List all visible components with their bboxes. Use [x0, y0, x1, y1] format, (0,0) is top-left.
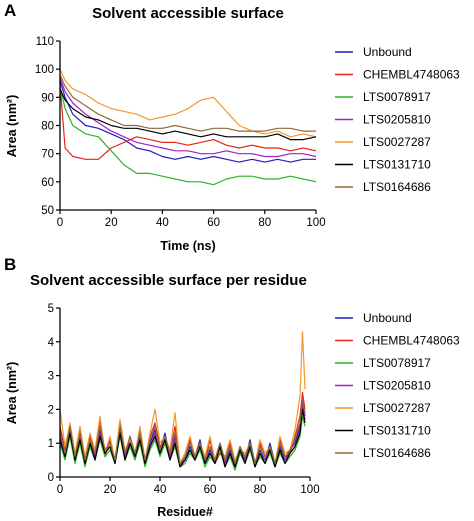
panel-b-letter: B — [4, 255, 16, 274]
panel-a-xtick-label-2: 40 — [156, 217, 169, 229]
panel-a-xtick-label-4: 80 — [258, 217, 271, 229]
panel-a-series-line-6 — [59, 74, 316, 132]
panel-b-series-line-6 — [59, 398, 306, 465]
panel-b-ytick-label-1: 1 — [48, 438, 54, 450]
panel-b-xtick-label-2: 40 — [154, 484, 167, 496]
panel-b-xtick-label-4: 80 — [254, 484, 267, 496]
panel-a-xlabel: Time (ns) — [160, 239, 215, 253]
panel-b: B Solvent accessible surface per residue… — [4, 255, 460, 519]
panel-a-ylabel: Area (nm²) — [5, 95, 19, 158]
panel-a-ytick-label-0: 50 — [41, 205, 54, 217]
panel-b-ticks: 0 20 40 60 80 100 0 1 2 3 4 5 — [48, 303, 320, 496]
panel-b-title: Solvent accessible surface per residue — [30, 272, 307, 289]
panel-b-legend-label-1: CHEMBL4748063 — [363, 334, 460, 348]
panel-a-ytick-label-6: 110 — [36, 36, 54, 48]
panel-a-ytick-label-4: 90 — [41, 92, 54, 104]
panel-a-series-line-5 — [59, 88, 317, 141]
panel-b-series-line-2 — [59, 415, 306, 471]
panel-a-lines — [59, 68, 317, 186]
panel-a-legend-label-6: LTS0164686 — [363, 180, 431, 194]
panel-a-ticks: 0 20 40 60 80 100 50 60 70 80 90 100 110 — [35, 36, 326, 229]
panel-a-ytick-label-2: 70 — [41, 149, 54, 161]
panel-b-ytick-label-5: 5 — [48, 303, 54, 315]
panel-b-ytick-label-4: 4 — [48, 337, 55, 349]
panel-b-legend-label-3: LTS0205810 — [363, 379, 431, 393]
panel-b-legend-label-2: LTS0078917 — [363, 356, 431, 370]
panel-a: A Solvent accessible surface Area (nm²) … — [4, 1, 460, 253]
panel-a-series-line-1 — [59, 83, 317, 160]
panel-b-axes — [59, 308, 310, 478]
panel-b-xlabel: Residue# — [157, 505, 213, 519]
panel-b-legend: Unbound CHEMBL4748063 LTS0078917 LTS0205810… — [335, 311, 460, 460]
panel-a-legend: Unbound CHEMBL4748063 LTS0078917 LTS0205810… — [335, 45, 460, 194]
panel-a-xtick-label-3: 60 — [207, 217, 220, 229]
panel-a-xtick-label-5: 100 — [306, 217, 325, 229]
panel-a-series-line-2 — [59, 85, 317, 186]
panel-b-xtick-label-3: 60 — [204, 484, 217, 496]
panel-a-ytick-label-5: 100 — [35, 64, 54, 76]
panel-b-legend-label-6: LTS0164686 — [363, 446, 431, 460]
panel-b-xtick-label-1: 20 — [104, 484, 117, 496]
panel-b-legend-label-0: Unbound — [363, 311, 412, 325]
panel-b-xtick-label-5: 100 — [300, 484, 319, 496]
panel-a-letter: A — [4, 1, 16, 20]
panel-a-xtick-label-0: 0 — [57, 217, 63, 229]
panel-a-legend-label-3: LTS0205810 — [363, 113, 431, 127]
panel-b-legend-label-5: LTS0131710 — [363, 424, 431, 438]
panel-b-series-line-5 — [59, 408, 306, 468]
panel-b-ytick-label-2: 2 — [48, 404, 54, 416]
panel-a-axes — [59, 41, 316, 211]
panel-a-xtick-label-1: 20 — [105, 217, 118, 229]
panel-a-legend-label-2: LTS0078917 — [363, 90, 431, 104]
panel-b-ylabel: Area (nm²) — [5, 362, 19, 425]
panel-a-series-line-0 — [59, 80, 316, 163]
panel-a-legend-label-5: LTS0131710 — [363, 158, 431, 172]
panel-a-legend-label-4: LTS0027287 — [363, 135, 431, 149]
panel-a-ytick-label-3: 80 — [41, 121, 54, 133]
panel-b-ytick-label-0: 0 — [48, 472, 54, 484]
panel-b-lines — [59, 331, 306, 471]
panel-a-series-line-4 — [59, 68, 317, 138]
panel-a-legend-label-0: Unbound — [363, 45, 412, 59]
panel-b-xtick-label-0: 0 — [57, 484, 63, 496]
panel-b-legend-label-4: LTS0027287 — [363, 401, 431, 415]
panel-a-legend-label-1: CHEMBL4748063 — [363, 68, 460, 82]
panel-a-title: Solvent accessible surface — [92, 5, 284, 22]
panel-a-ytick-label-1: 60 — [41, 177, 54, 189]
panel-b-ytick-label-3: 3 — [48, 371, 54, 383]
